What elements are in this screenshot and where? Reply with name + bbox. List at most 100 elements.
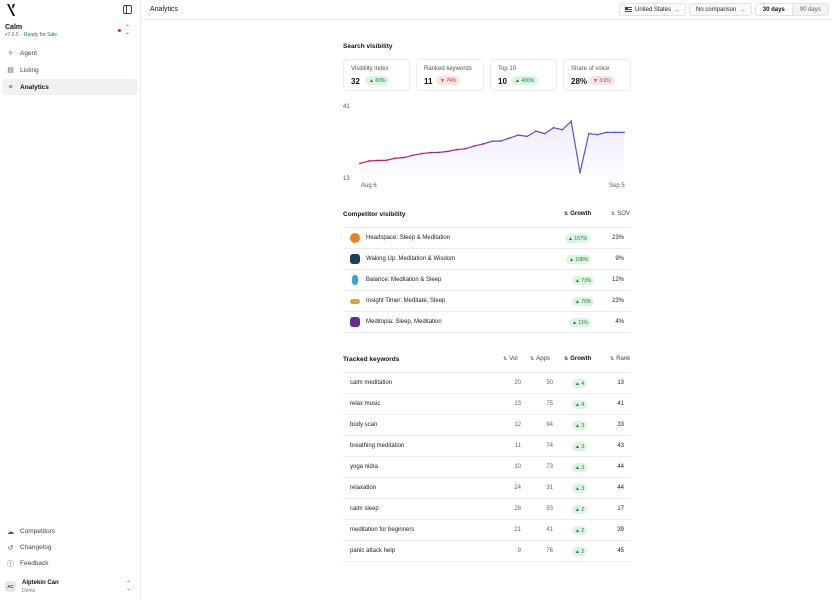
table-row[interactable]: calm meditation 20 50 ▲ 4 13 [343,373,631,394]
us-flag-icon [625,7,632,12]
meditopia-app-icon [350,317,360,327]
rank-value: 43 [617,443,624,449]
arrow-up-icon: ▲ [569,256,576,263]
sidebar-item-analytics[interactable]: ≡ Analytics [2,79,138,95]
vol-value: 10 [514,464,521,470]
balance-app-icon [352,275,358,285]
sov-value: 12% [611,277,624,283]
table-row[interactable]: Waking Up: Meditation & Wisdom ▲ 108% 9% [343,249,631,270]
growth-badge: ▲ 3 [572,463,588,472]
app-switcher-chevron-icon[interactable]: ⌃ ⌄ [125,25,131,36]
history-icon: ↺ [7,544,14,552]
sidebar-item-agent[interactable]: ✧ Agent [2,45,138,61]
sparkle-icon: ✧ [7,50,14,57]
arrow-up-icon: ▲ [575,277,582,284]
table-row[interactable]: breathing meditation 11 74 ▲ 3 43 [343,436,631,457]
sidebar-item-listing[interactable]: ▤ Listing [2,62,138,78]
data-point [447,150,449,153]
data-point [376,159,379,162]
sov-column-header[interactable]: ⇅ SOV [611,211,630,217]
growth-column-header[interactable]: ⇅ Growth [564,356,592,362]
arrow-up-icon: ▲ [575,422,582,429]
change-badge: ▲ 400% [511,76,539,85]
arrow-up-icon: ▲ [575,485,582,492]
data-point [614,131,617,134]
keyword: breathing meditation [350,443,405,449]
app-status: Ready for Sale [24,32,58,38]
period-90-days[interactable]: 90 days [799,6,821,13]
growth-column-header[interactable]: ⇅ Growth [564,211,592,217]
keyword: yoga nidra [350,464,379,470]
table-row[interactable]: Balance: Meditation & Sleep ▲ 73% 12% [343,270,631,291]
tracked-keywords-title: Tracked keywords [343,356,400,363]
table-row[interactable]: relax music 13 75 ▲ 4 41 [343,394,631,415]
table-row[interactable]: panic attack help 9 76 ▲ 2 45 [343,541,631,562]
data-point [579,171,581,174]
stat-value: 11 [424,77,433,86]
table-row[interactable]: meditation for beginners 21 41 ▲ 2 39 [343,520,631,541]
stat-value: 28% [571,77,588,86]
table-row[interactable]: body scan 12 94 ▲ 3 33 [343,415,631,436]
chevron-down-icon: ⌄ [675,6,680,13]
growth-badge: ▲ 3 [572,421,588,430]
sidebar-item-changelog[interactable]: ↺ Changelog [2,540,138,555]
table-row[interactable]: yoga nidra 10 73 ▲ 3 44 [343,457,631,478]
sidebar-toggle-icon[interactable] [123,5,132,14]
competitor-name: Balance: Meditation & Sleep [366,277,442,283]
chevron-down-icon: ⌄ [740,6,745,13]
growth-badge: ▲ 11% [569,318,591,327]
cloud-icon: ☁ [7,528,14,536]
status-dot [118,29,121,32]
sov-value: 23% [611,235,624,241]
user-name: Alptekin Can [22,580,59,586]
apps-value: 74 [546,443,553,449]
arrow-down-icon: ▼ [593,77,600,84]
table-row[interactable]: calm sleep 28 93 ▲ 2 17 [343,499,631,520]
country-select[interactable]: United States ⌄ [619,3,686,16]
arrow-up-icon: ▲ [515,77,522,84]
sidebar-item-competitors[interactable]: ☁ Competitors [2,524,138,539]
y-tick-label: 41 [343,104,350,110]
series-points [359,120,625,174]
vol-column-header[interactable]: ⇅ Vol [503,356,518,362]
arrow-up-icon: ▲ [572,319,579,326]
vol-value: 9 [517,548,521,554]
sort-icon: ⇅ [503,356,508,362]
data-point [561,128,564,131]
apps-value: 93 [546,506,553,512]
stat-card-top-10: Top 10 10 ▲ 400% [490,59,557,91]
page-title: Analytics [150,6,179,13]
arrow-up-icon: ▲ [568,235,575,242]
period-toggle: 30 days 90 days [755,3,829,16]
competitor-name: Insight Timer: Meditate, Sleep [366,298,446,304]
competitor-name: Waking Up: Meditation & Wisdom [366,256,456,262]
change-badge: ▼ 3.6% [589,76,615,85]
table-row[interactable]: Meditopia: Sleep, Meditation ▲ 11% 4% [343,312,631,333]
apps-column-header[interactable]: ⇅ Apps [530,356,550,362]
keyword: relax music [350,401,381,407]
user-menu[interactable]: AC Alptekin Can Demo ⌃ ⌄ [4,578,136,596]
competitor-visibility-title: Competitor visibility [343,211,406,218]
rank-value: 13 [617,380,624,386]
data-point [473,145,476,147]
table-row[interactable]: Insight Timer: Meditate, Sleep ▲ 70% 23% [343,291,631,312]
data-point [429,151,432,154]
data-point [438,151,441,154]
apps-value: 50 [546,380,553,386]
vol-value: 11 [514,443,521,449]
growth-badge: ▲ 108% [566,255,592,264]
keyword-table[interactable]: calm meditation 20 50 ▲ 4 13 relax music… [343,372,631,570]
competitor-table: Headspace: Sleep & Meditation ▲ 157% 23%… [343,227,631,333]
rank-column-header[interactable]: ⇅ Rank [610,356,631,362]
apps-value: 76 [546,548,553,554]
change-badge: ▲ 60% [365,76,390,85]
growth-badge: ▲ 4 [572,379,588,388]
table-row[interactable]: Headspace: Sleep & Meditation ▲ 157% 23% [343,228,631,249]
comparison-select[interactable]: No comparison ⌄ [689,3,752,16]
data-point [499,140,502,142]
keyword: relaxation [350,485,377,491]
data-point [385,159,388,162]
period-30-days[interactable]: 30 days [756,4,793,15]
table-row[interactable]: relaxation 24 31 ▲ 3 44 [343,478,631,499]
sidebar-item-feedback[interactable]: ⓘ Feedback [2,556,138,571]
